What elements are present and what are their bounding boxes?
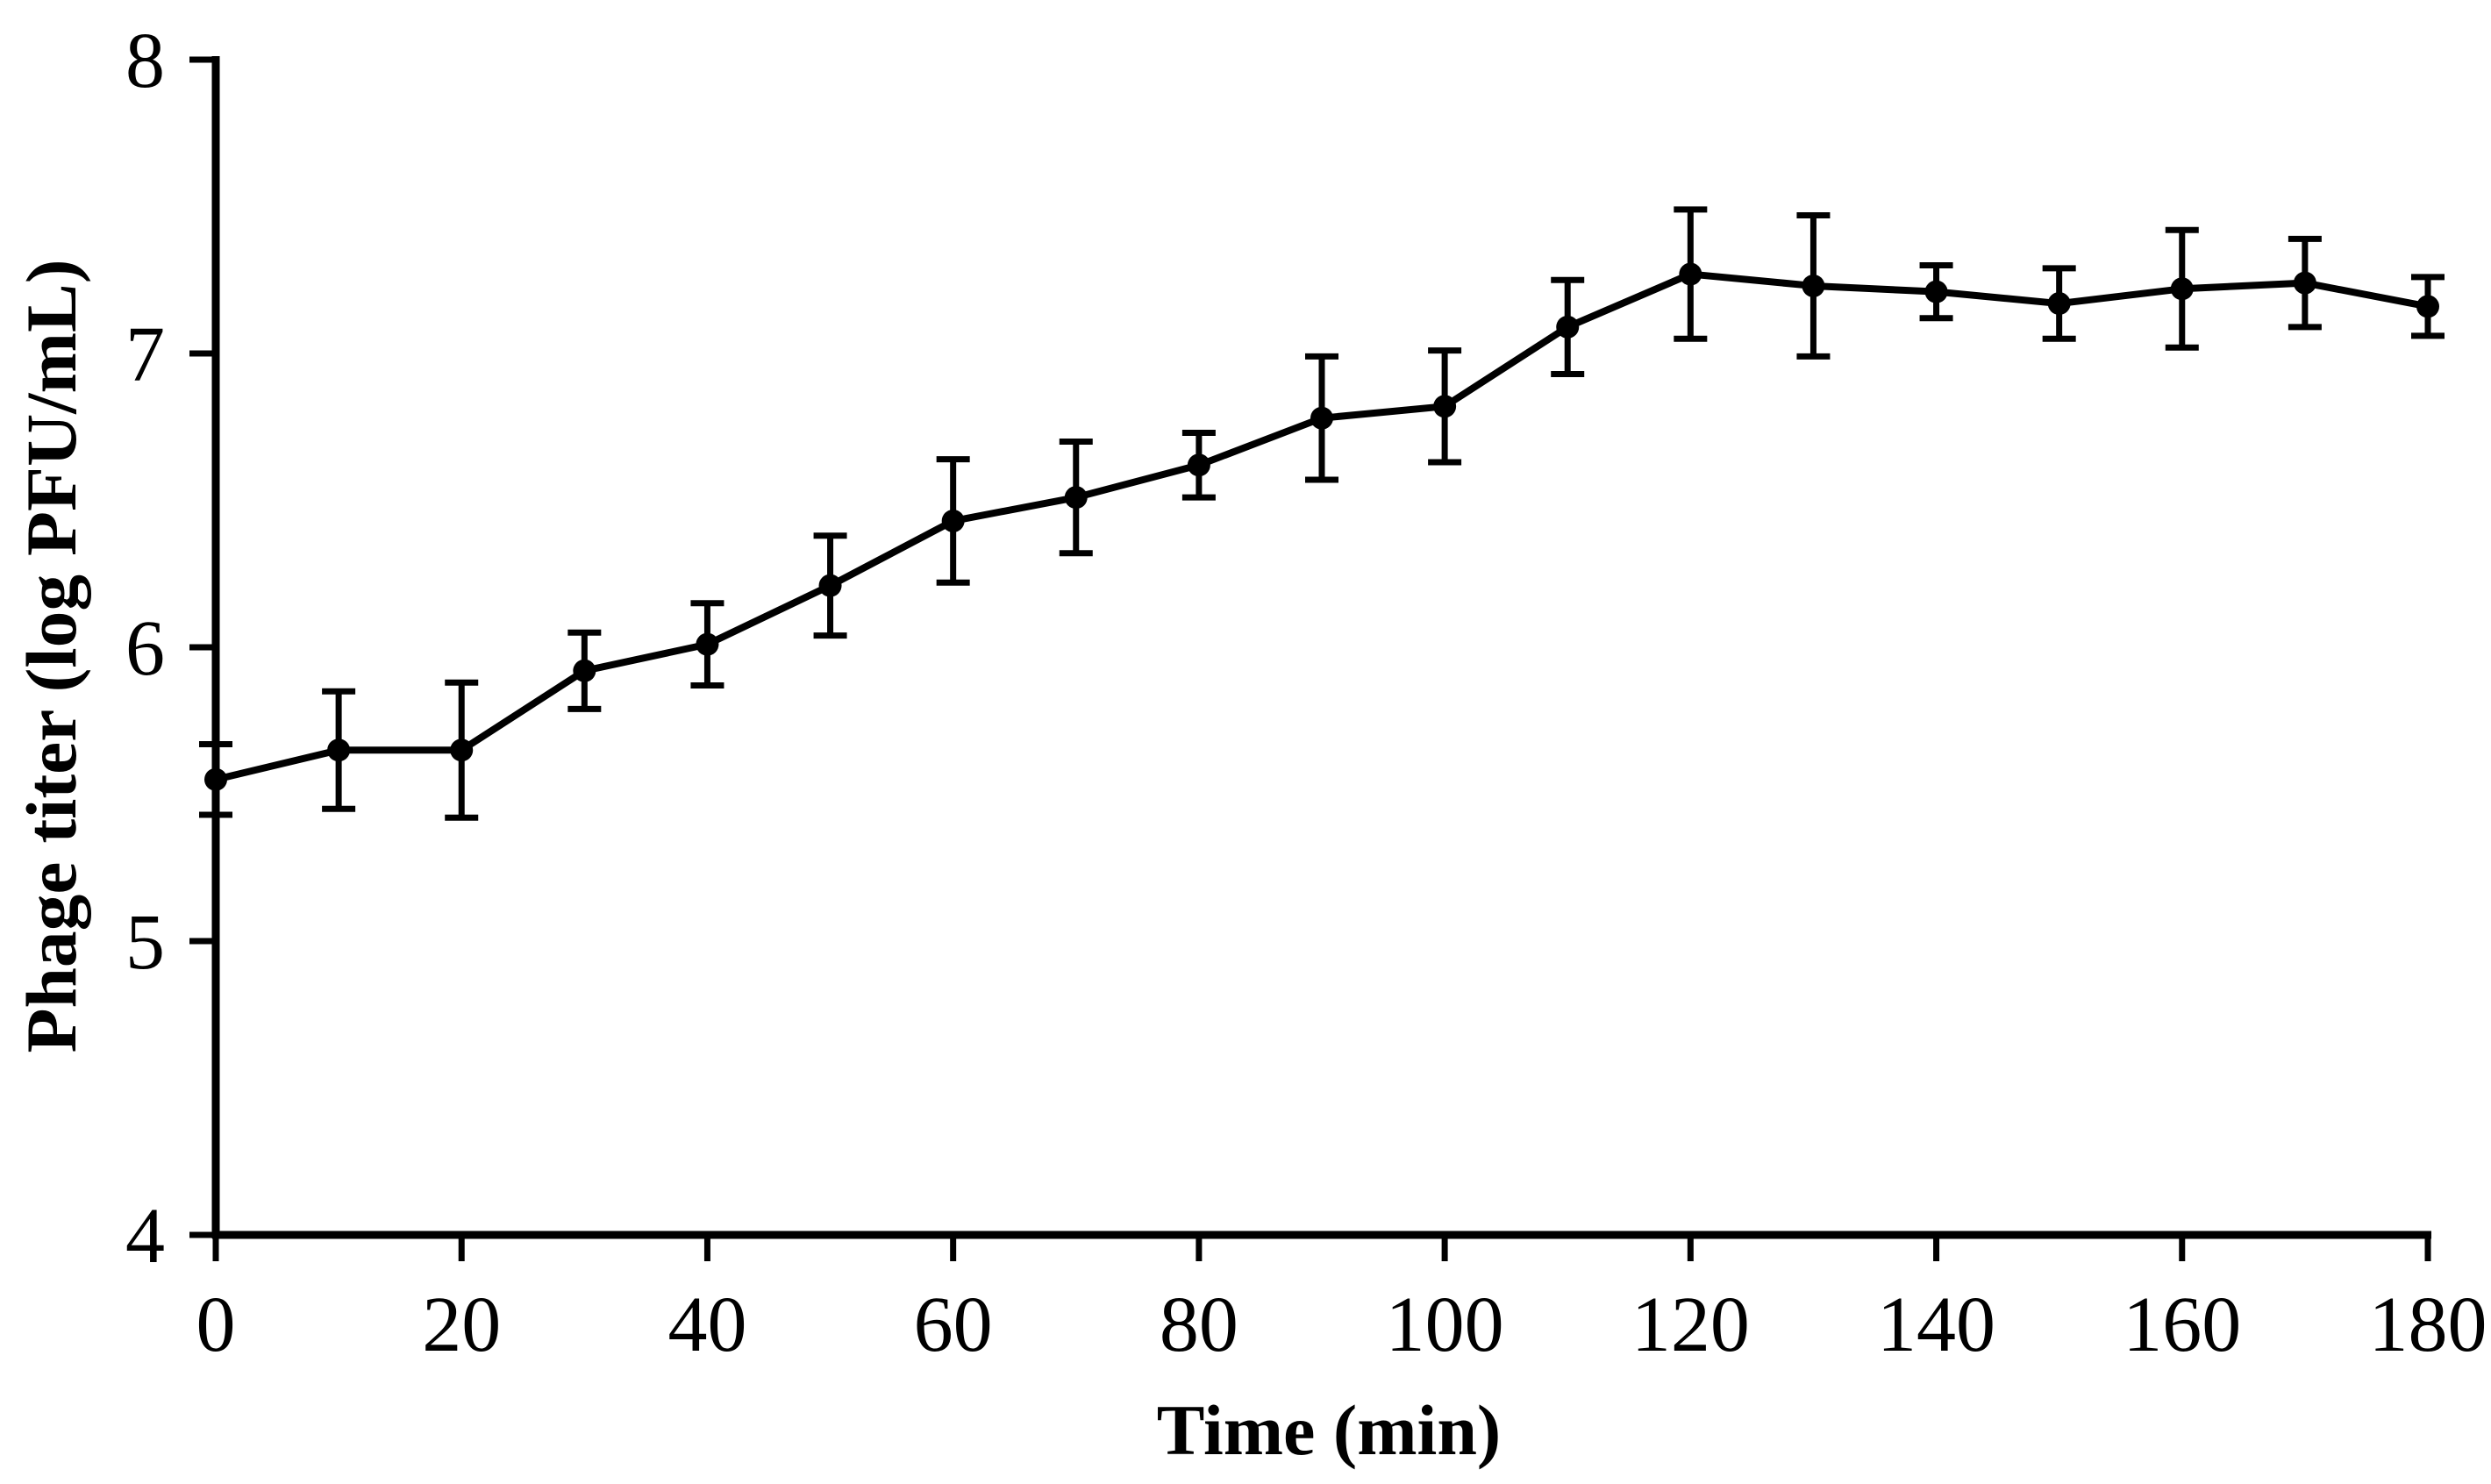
data-point: [2047, 292, 2071, 316]
data-point: [450, 738, 474, 762]
data-point: [2293, 271, 2316, 295]
data-point: [2416, 295, 2439, 318]
data-point: [204, 767, 227, 791]
data-points: [204, 262, 2439, 791]
x-axis-ticks: 0 20 40 60 80 100 120 140 160 180: [196, 1235, 2487, 1368]
y-tick-label: 5: [125, 899, 165, 986]
y-tick-label: 7: [125, 311, 165, 398]
x-tick-label: 40: [667, 1281, 746, 1368]
data-point: [1433, 395, 1457, 418]
y-tick-label: 8: [125, 18, 165, 104]
x-tick-label: 120: [1631, 1281, 1750, 1368]
data-point: [1924, 280, 1948, 303]
data-point: [573, 659, 596, 682]
x-tick-label: 0: [196, 1281, 236, 1368]
y-tick-label: 6: [125, 605, 165, 692]
y-tick-label: 4: [125, 1193, 165, 1280]
x-tick-label: 140: [1877, 1281, 1995, 1368]
data-point: [1679, 262, 1702, 286]
data-point: [1802, 274, 1825, 297]
data-point: [1187, 453, 1210, 477]
x-tick-label: 180: [2369, 1281, 2487, 1368]
y-axis-ticks: 4 5 6 7 8: [125, 18, 216, 1280]
x-tick-label: 60: [914, 1281, 993, 1368]
data-line: [215, 270, 2429, 783]
x-axis-title: Time (min): [1157, 1390, 1502, 1470]
data-point: [1310, 406, 1333, 430]
data-point: [2170, 277, 2194, 301]
y-axis-title: Phage titer (log PFU/mL): [11, 260, 91, 1053]
axes: 4 5 6 7 8 0 20 40 60 80 100 120 140 160 180: [125, 18, 2487, 1368]
x-tick-label: 160: [2123, 1281, 2241, 1368]
data-point: [1556, 315, 1580, 339]
data-point: [818, 574, 842, 597]
x-tick-label: 100: [1386, 1281, 1504, 1368]
data-point: [696, 632, 719, 656]
data-point: [941, 509, 965, 532]
data-point: [1064, 486, 1088, 510]
x-tick-label: 20: [422, 1281, 501, 1368]
x-tick-label: 80: [1160, 1281, 1238, 1368]
data-point: [327, 738, 351, 762]
